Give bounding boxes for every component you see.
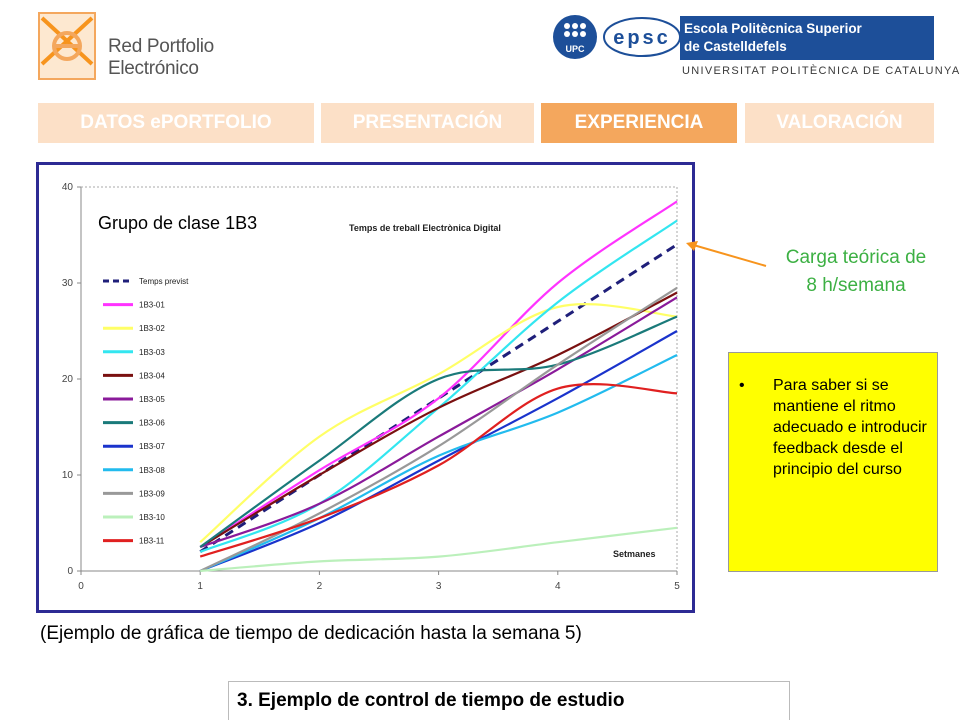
series-line-1b3-10	[200, 526, 678, 573]
section-title: 3. Ejemplo de control de tiempo de estud…	[228, 681, 790, 720]
group-label: Grupo de clase 1B3	[95, 212, 261, 235]
epsc-mark-text: epsc	[613, 27, 671, 49]
legend-label: 1B3-01	[139, 301, 165, 310]
time-chart: 0 1 2 3 4 5 0 10 20 30 40 Temps de treball Electròn…	[62, 182, 680, 592]
epsc-logo: UPC epsc Escola Politècnica Superior de …	[552, 12, 959, 84]
series-line-temps-previst	[199, 243, 678, 554]
note-text: Para saber si se mantiene el ritmo adecu…	[773, 377, 927, 478]
legend-label: 1B3-08	[139, 466, 165, 475]
x-axis-label: Setmanes	[613, 549, 656, 559]
y-tick-label: 20	[62, 374, 74, 385]
school-name-line1: Escola Politècnica Superior	[684, 21, 862, 36]
portfolio-logo-icon	[38, 12, 96, 80]
legend-label: 1B3-02	[139, 324, 165, 333]
school-name: Escola Politècnica Superior de Castellde…	[680, 16, 934, 60]
epsc-mark-icon: epsc	[603, 17, 681, 57]
series-line-1b3-06	[199, 315, 678, 548]
tab-presentacion[interactable]: PRESENTACIÓN	[321, 103, 534, 143]
theoretical-load-line2: 8 h/semana	[806, 275, 906, 296]
x-tick-label: 4	[555, 581, 561, 592]
university-name: UNIVERSITAT POLITÈCNICA DE CATALUNYA	[682, 65, 960, 77]
chart-title: Temps de treball Electrònica Digital	[349, 223, 501, 233]
legend-label: 1B3-11	[139, 537, 165, 546]
arrow-icon	[686, 241, 767, 267]
theoretical-load-line1: Carga teórica de	[785, 247, 927, 268]
school-name-line2: de Castelldefels	[684, 39, 787, 54]
series-line-1b3-11	[199, 383, 678, 558]
theoretical-load-label: Carga teórica de 8 h/semana	[763, 244, 949, 300]
legend-label: 1B3-03	[139, 348, 165, 357]
x-tick-label: 0	[78, 581, 84, 592]
legend-label: 1B3-09	[139, 489, 165, 498]
note-box: • Para saber si se mantiene el ritmo ade…	[728, 352, 938, 572]
y-tick-label: 0	[67, 566, 73, 577]
x-tick-label: 1	[197, 581, 203, 592]
series-line-1b3-07	[199, 330, 678, 573]
chart-caption: (Ejemplo de gráfica de tiempo de dedicac…	[40, 623, 582, 644]
legend-label: 1B3-07	[139, 442, 165, 451]
red-portfolio-logo: Red Portfolio Electrónico	[38, 12, 298, 84]
legend-label: 1B3-05	[139, 395, 165, 404]
upc-logo-icon: UPC	[553, 15, 597, 59]
y-tick-label: 40	[62, 182, 74, 193]
tab-datos-eportfolio[interactable]: DATOS ePORTFOLIO	[38, 103, 314, 143]
series-line-1b3-01	[199, 200, 678, 548]
series-line-1b3-05	[199, 296, 678, 549]
tab-experiencia[interactable]: EXPERIENCIA	[541, 103, 737, 143]
legend-label: 1B3-04	[139, 371, 165, 380]
y-tick-label: 30	[62, 278, 74, 289]
x-tick-label: 3	[436, 581, 442, 592]
upc-logo-text: UPC	[565, 44, 585, 54]
legend-label: Temps previst	[139, 277, 189, 286]
y-tick-label: 10	[62, 470, 74, 481]
x-tick-label: 5	[674, 581, 680, 592]
tab-valoracion[interactable]: VALORACIÓN	[745, 103, 934, 143]
chart-frame: 0 1 2 3 4 5 0 10 20 30 40 Temps de treball Electròn…	[36, 162, 695, 613]
brand-name: Red Portfolio Electrónico	[108, 36, 214, 79]
legend-label: 1B3-06	[139, 419, 165, 428]
note-bullet: •	[739, 377, 745, 394]
series-line-1b3-04	[199, 291, 678, 548]
x-tick-label: 2	[317, 581, 323, 592]
series-line-1b3-03	[199, 219, 678, 553]
series-line-1b3-02	[199, 303, 678, 544]
series-line-1b3-08	[199, 354, 678, 573]
legend-label: 1B3-10	[139, 513, 165, 522]
